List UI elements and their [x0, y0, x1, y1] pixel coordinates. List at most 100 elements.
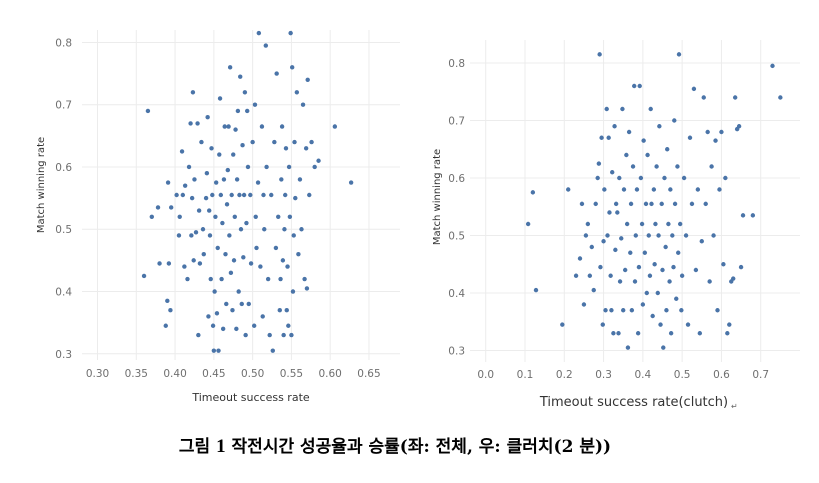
data-point	[176, 233, 182, 238]
data-point	[261, 192, 266, 198]
data-point	[638, 175, 644, 181]
data-point	[732, 95, 738, 100]
data-point	[607, 210, 612, 215]
data-point	[253, 214, 258, 219]
data-point	[212, 289, 217, 294]
data-point	[643, 201, 649, 207]
data-point	[683, 233, 689, 238]
data-point	[646, 233, 651, 238]
data-point	[168, 307, 173, 313]
x-tick-label: 0.5	[674, 369, 691, 381]
data-point	[617, 175, 622, 181]
data-point	[273, 245, 279, 251]
data-point	[651, 187, 657, 192]
data-point	[725, 331, 730, 336]
data-point	[533, 287, 539, 293]
data-point	[163, 323, 168, 328]
x-tick-label: 0.45	[202, 368, 225, 380]
data-point	[256, 30, 262, 36]
data-point	[624, 221, 630, 227]
data-point	[316, 158, 321, 163]
data-point	[283, 192, 288, 198]
data-point	[244, 220, 249, 226]
data-point	[740, 213, 746, 218]
data-point	[190, 90, 196, 95]
scatter-chart-clutch: 0.0 0.1 0.2 0.3 0.4 0.5 0.6 0.7 0.3 0.4 0.5 0.6 0.7 0…	[432, 40, 800, 410]
data-point	[265, 276, 271, 282]
data-point	[617, 279, 623, 284]
data-point	[608, 273, 613, 278]
data-point	[289, 332, 294, 338]
data-point	[259, 124, 265, 129]
data-point	[221, 177, 227, 182]
data-point	[209, 146, 214, 151]
data-point	[208, 276, 213, 282]
y-tick-label: 0.8	[55, 37, 72, 49]
data-point	[213, 214, 218, 219]
data-point	[284, 307, 289, 313]
data-point	[309, 139, 314, 145]
data-point	[679, 273, 685, 278]
y-tick-label: 0.4	[55, 287, 72, 299]
data-point	[240, 142, 245, 148]
data-point	[287, 214, 293, 219]
data-point	[312, 164, 317, 170]
y-tick-label: 0.7	[55, 100, 72, 112]
data-point	[616, 331, 621, 336]
data-point	[188, 121, 193, 126]
data-point	[168, 205, 174, 210]
data-point	[304, 286, 310, 291]
data-point	[210, 323, 216, 328]
data-point	[243, 332, 248, 338]
caption-number: 1	[216, 436, 226, 457]
y-axis-label: Match winning rate	[36, 137, 47, 233]
scatter-chart-overall: 0.30 0.35 0.40 0.45 0.50 0.55 0.60 0.65 0.3 0.4 0.…	[36, 30, 400, 404]
data-point	[296, 251, 301, 257]
data-point	[177, 214, 182, 219]
data-point	[248, 192, 253, 198]
x-tick-label: 0.2	[556, 369, 573, 381]
data-point	[666, 221, 671, 227]
data-point	[224, 202, 230, 207]
data-point	[641, 138, 646, 143]
x-tick-label: 0.4	[635, 369, 652, 381]
data-point	[595, 175, 600, 181]
data-point	[659, 201, 664, 207]
data-point	[632, 279, 638, 284]
data-point	[302, 276, 307, 282]
data-point	[182, 183, 188, 188]
data-point	[207, 208, 212, 213]
data-point	[280, 258, 286, 263]
data-point	[668, 187, 673, 192]
data-point	[292, 139, 297, 145]
data-point	[778, 95, 783, 100]
data-point	[691, 86, 697, 92]
data-point	[689, 201, 695, 207]
data-point	[654, 164, 659, 169]
data-point	[606, 135, 611, 140]
data-point	[258, 264, 263, 269]
data-point	[715, 308, 720, 313]
data-point	[593, 201, 598, 207]
data-point	[195, 121, 200, 126]
data-point	[231, 152, 236, 157]
data-point	[587, 273, 593, 278]
data-point	[201, 251, 206, 257]
data-point	[234, 177, 240, 182]
data-point	[303, 146, 309, 151]
x-tick-label: 0.35	[125, 368, 148, 380]
data-point	[713, 138, 718, 143]
data-point	[589, 244, 594, 250]
x-axis-label: Timeout success rate	[191, 391, 310, 404]
data-point	[182, 264, 187, 269]
data-point	[579, 201, 585, 207]
x-tick-label: 0.40	[163, 368, 186, 380]
data-point	[622, 267, 628, 273]
data-point	[668, 331, 674, 336]
data-point	[299, 227, 304, 232]
data-point	[709, 164, 714, 169]
data-point	[635, 331, 641, 336]
data-point	[560, 322, 565, 327]
data-point	[207, 233, 213, 238]
